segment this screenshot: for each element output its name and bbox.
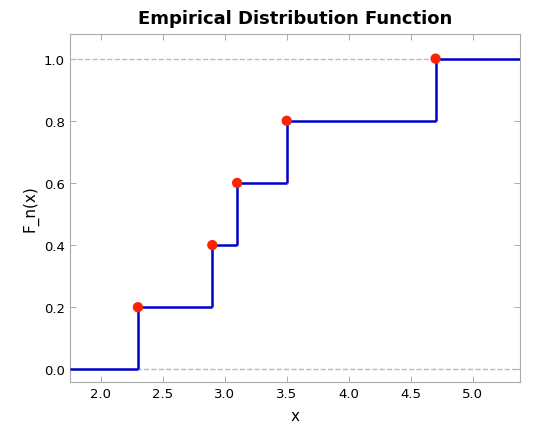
Point: [133, 304, 142, 311]
Point: [431, 56, 440, 63]
Point: [282, 118, 291, 125]
Title: Empirical Distribution Function: Empirical Distribution Function: [138, 10, 452, 28]
Point: [208, 242, 217, 249]
X-axis label: x: x: [291, 408, 299, 423]
Point: [233, 180, 241, 187]
Y-axis label: F_n(x): F_n(x): [22, 185, 38, 232]
